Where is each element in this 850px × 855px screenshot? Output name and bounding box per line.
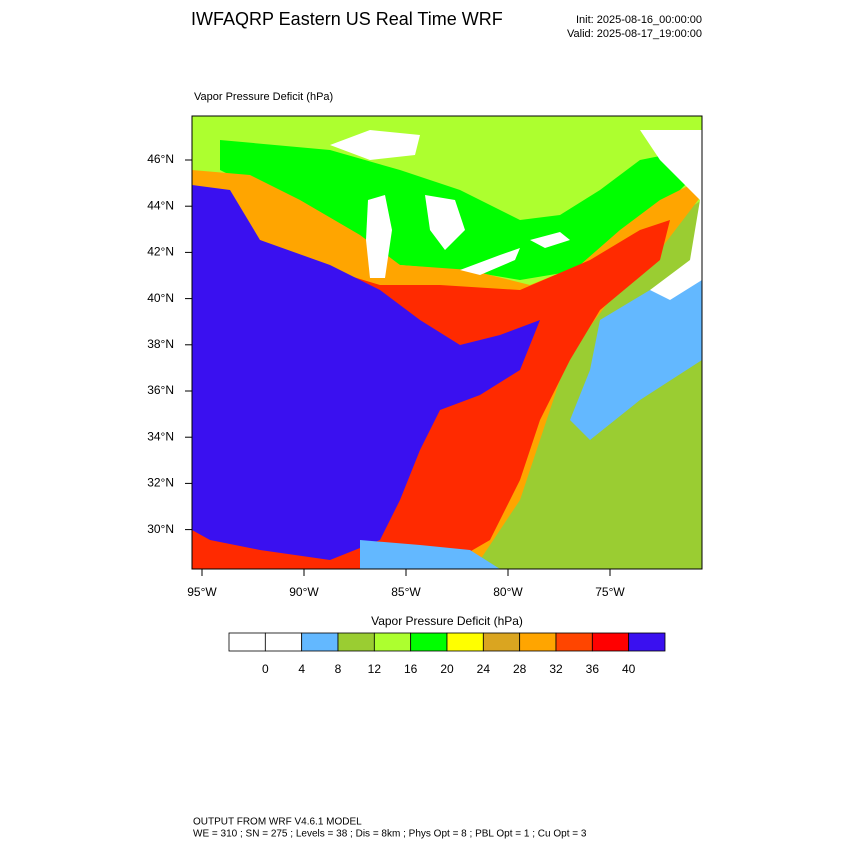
colorbar-label: 12 (368, 662, 382, 676)
colorbar-box (591, 632, 630, 652)
lake-huron (425, 195, 465, 250)
map-label: Vapor Pressure Deficit (hPa) (194, 91, 333, 103)
lake-erie (460, 248, 520, 275)
colorbar-box (446, 632, 484, 652)
lat-label: 44°N (147, 198, 174, 212)
vpd-field (192, 116, 702, 569)
lat-label: 38°N (147, 337, 174, 351)
lat-label: 30°N (147, 522, 174, 536)
colorbar: 0 4 8 12 16 20 24 28 32 36 40 (228, 632, 666, 676)
colorbar-label: 20 (440, 662, 454, 676)
colorbar-label: 28 (513, 662, 527, 676)
colorbar-box (337, 632, 375, 652)
colorbar-box (628, 632, 666, 652)
lat-label: 36°N (147, 383, 174, 397)
lat-labels: 46°N 44°N 42°N 40°N 38°N 36°N 34°N 32°N 30°N (147, 152, 192, 536)
footer-line: OUTPUT FROM WRF V4.6.1 MODEL (193, 817, 362, 828)
lon-label: 90°W (289, 585, 319, 599)
lon-label: 80°W (493, 585, 523, 599)
colorbar-label: 16 (404, 662, 418, 676)
lat-label: 34°N (147, 429, 174, 443)
lat-label: 42°N (147, 245, 174, 259)
lat-label: 32°N (147, 476, 174, 490)
coastal-low (570, 280, 702, 440)
colorbar-box (482, 632, 521, 652)
colorbar-box (410, 632, 448, 652)
lon-labels: 95°W 90°W 85°W 80°W 75°W (187, 569, 625, 599)
lat-label: 40°N (147, 291, 174, 305)
lon-label: 85°W (391, 585, 421, 599)
colorbar-title: Vapor Pressure Deficit (hPa) (371, 614, 523, 628)
lake-ontario (530, 232, 570, 248)
colorbar-box (301, 632, 339, 652)
colorbar-label: 8 (335, 662, 342, 676)
lon-label: 75°W (595, 585, 625, 599)
colorbar-label: 4 (298, 662, 305, 676)
colorbar-label: 40 (622, 662, 636, 676)
lake-superior (330, 130, 420, 160)
nodata-north (640, 130, 702, 300)
valid-time: Valid: 2025-08-17_19:00:00 (567, 28, 702, 40)
colorbar-box (373, 632, 412, 652)
init-time: Init: 2025-08-16_00:00:00 (576, 14, 702, 26)
colorbar-box (228, 632, 266, 652)
title: IWFAQRP Eastern US Real Time WRF (191, 9, 503, 29)
colorbar-label: 36 (586, 662, 600, 676)
footer-line: WE = 310 ; SN = 275 ; Levels = 38 ; Dis … (193, 829, 587, 840)
colorbar-label: 32 (549, 662, 563, 676)
lat-label: 46°N (147, 152, 174, 166)
colorbar-box (519, 632, 557, 652)
colorbar-label: 0 (262, 662, 269, 676)
colorbar-box (264, 632, 303, 652)
map-frame (191, 115, 703, 570)
lake-michigan (366, 195, 392, 278)
colorbar-label: 24 (477, 662, 491, 676)
purple-field (192, 185, 540, 560)
gulf-low (360, 540, 500, 569)
lon-label: 95°W (187, 585, 217, 599)
colorbar-box (555, 632, 593, 652)
